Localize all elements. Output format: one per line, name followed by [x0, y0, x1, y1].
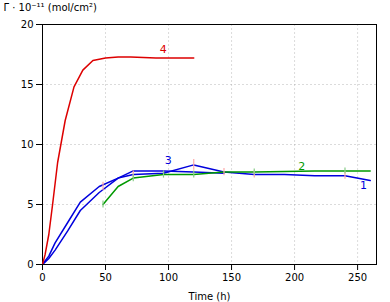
- svg-text:3: 3: [165, 154, 172, 167]
- svg-text:10: 10: [21, 139, 34, 150]
- svg-text:20: 20: [21, 19, 34, 30]
- svg-text:Time (h): Time (h): [188, 291, 231, 302]
- svg-text:250: 250: [348, 272, 367, 283]
- svg-text:100: 100: [159, 272, 178, 283]
- svg-text:0: 0: [27, 259, 33, 270]
- svg-text:200: 200: [285, 272, 304, 283]
- svg-text:50: 50: [99, 272, 112, 283]
- svg-text:0: 0: [39, 272, 45, 283]
- svg-text:1: 1: [360, 179, 367, 192]
- svg-text:150: 150: [222, 272, 241, 283]
- svg-text:Γ · 10⁻¹¹ (mol/cm²): Γ · 10⁻¹¹ (mol/cm²): [4, 2, 97, 13]
- svg-text:5: 5: [27, 199, 33, 210]
- svg-text:4: 4: [160, 43, 167, 56]
- svg-text:2: 2: [298, 160, 305, 173]
- svg-text:15: 15: [21, 79, 34, 90]
